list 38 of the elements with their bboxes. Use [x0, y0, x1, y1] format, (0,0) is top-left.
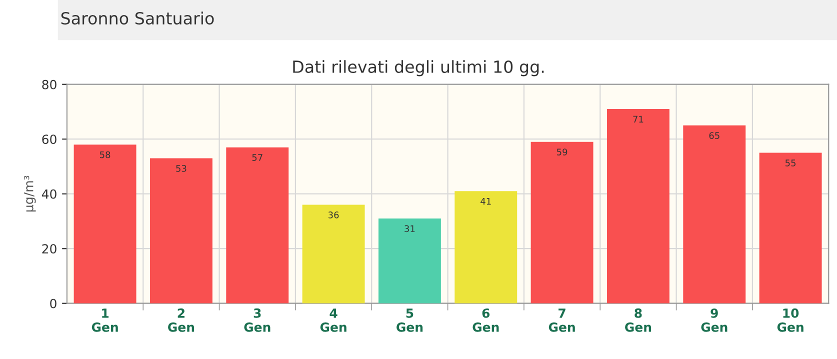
x-tick-label: 5 Gen [396, 308, 423, 332]
data-label: 57 [252, 154, 262, 161]
x-tick-label: 7 Gen [548, 308, 575, 332]
data-label: 65 [709, 132, 720, 139]
data-label: 59 [557, 148, 568, 156]
x-tick-label: 3 Gen [244, 308, 270, 332]
y-tick-label: 20 [42, 244, 56, 254]
x-tick-label: 4 Gen [320, 308, 346, 332]
x-tick-label: 9 Gen [701, 308, 728, 332]
x-tick-label: 6 Gen [472, 308, 499, 332]
x-tick-label: 1 Gen [92, 308, 118, 332]
bar [454, 191, 518, 304]
data-label: 58 [100, 151, 110, 158]
y-tick-label: 80 [42, 80, 56, 90]
bar [530, 142, 594, 304]
bar [378, 218, 441, 304]
y-tick-label: 40 [42, 189, 56, 199]
bar [150, 158, 212, 304]
y-tick-label: 60 [42, 134, 56, 144]
data-label: 41 [480, 198, 491, 205]
x-tick-label: 10 Gen [777, 308, 804, 332]
bar [683, 125, 746, 304]
chart-title: Dati rilevati degli ultimi 10 gg. [293, 60, 544, 76]
data-label: 36 [328, 212, 339, 218]
data-label: 55 [786, 160, 796, 166]
y-axis-title: µg/m³ [24, 176, 36, 212]
bar [302, 204, 365, 304]
bar [74, 144, 136, 304]
chart-subtitle: Saronno Santuario [61, 12, 214, 25]
data-label: 53 [176, 165, 186, 172]
x-tick-label: 8 Gen [625, 308, 652, 332]
x-tick-label: 2 Gen [168, 308, 194, 332]
bar [226, 147, 289, 304]
data-label: 31 [404, 225, 415, 232]
bar [759, 152, 822, 304]
data-label: 71 [633, 116, 644, 122]
bar [606, 109, 670, 304]
y-tick-label: 0 [50, 298, 56, 308]
